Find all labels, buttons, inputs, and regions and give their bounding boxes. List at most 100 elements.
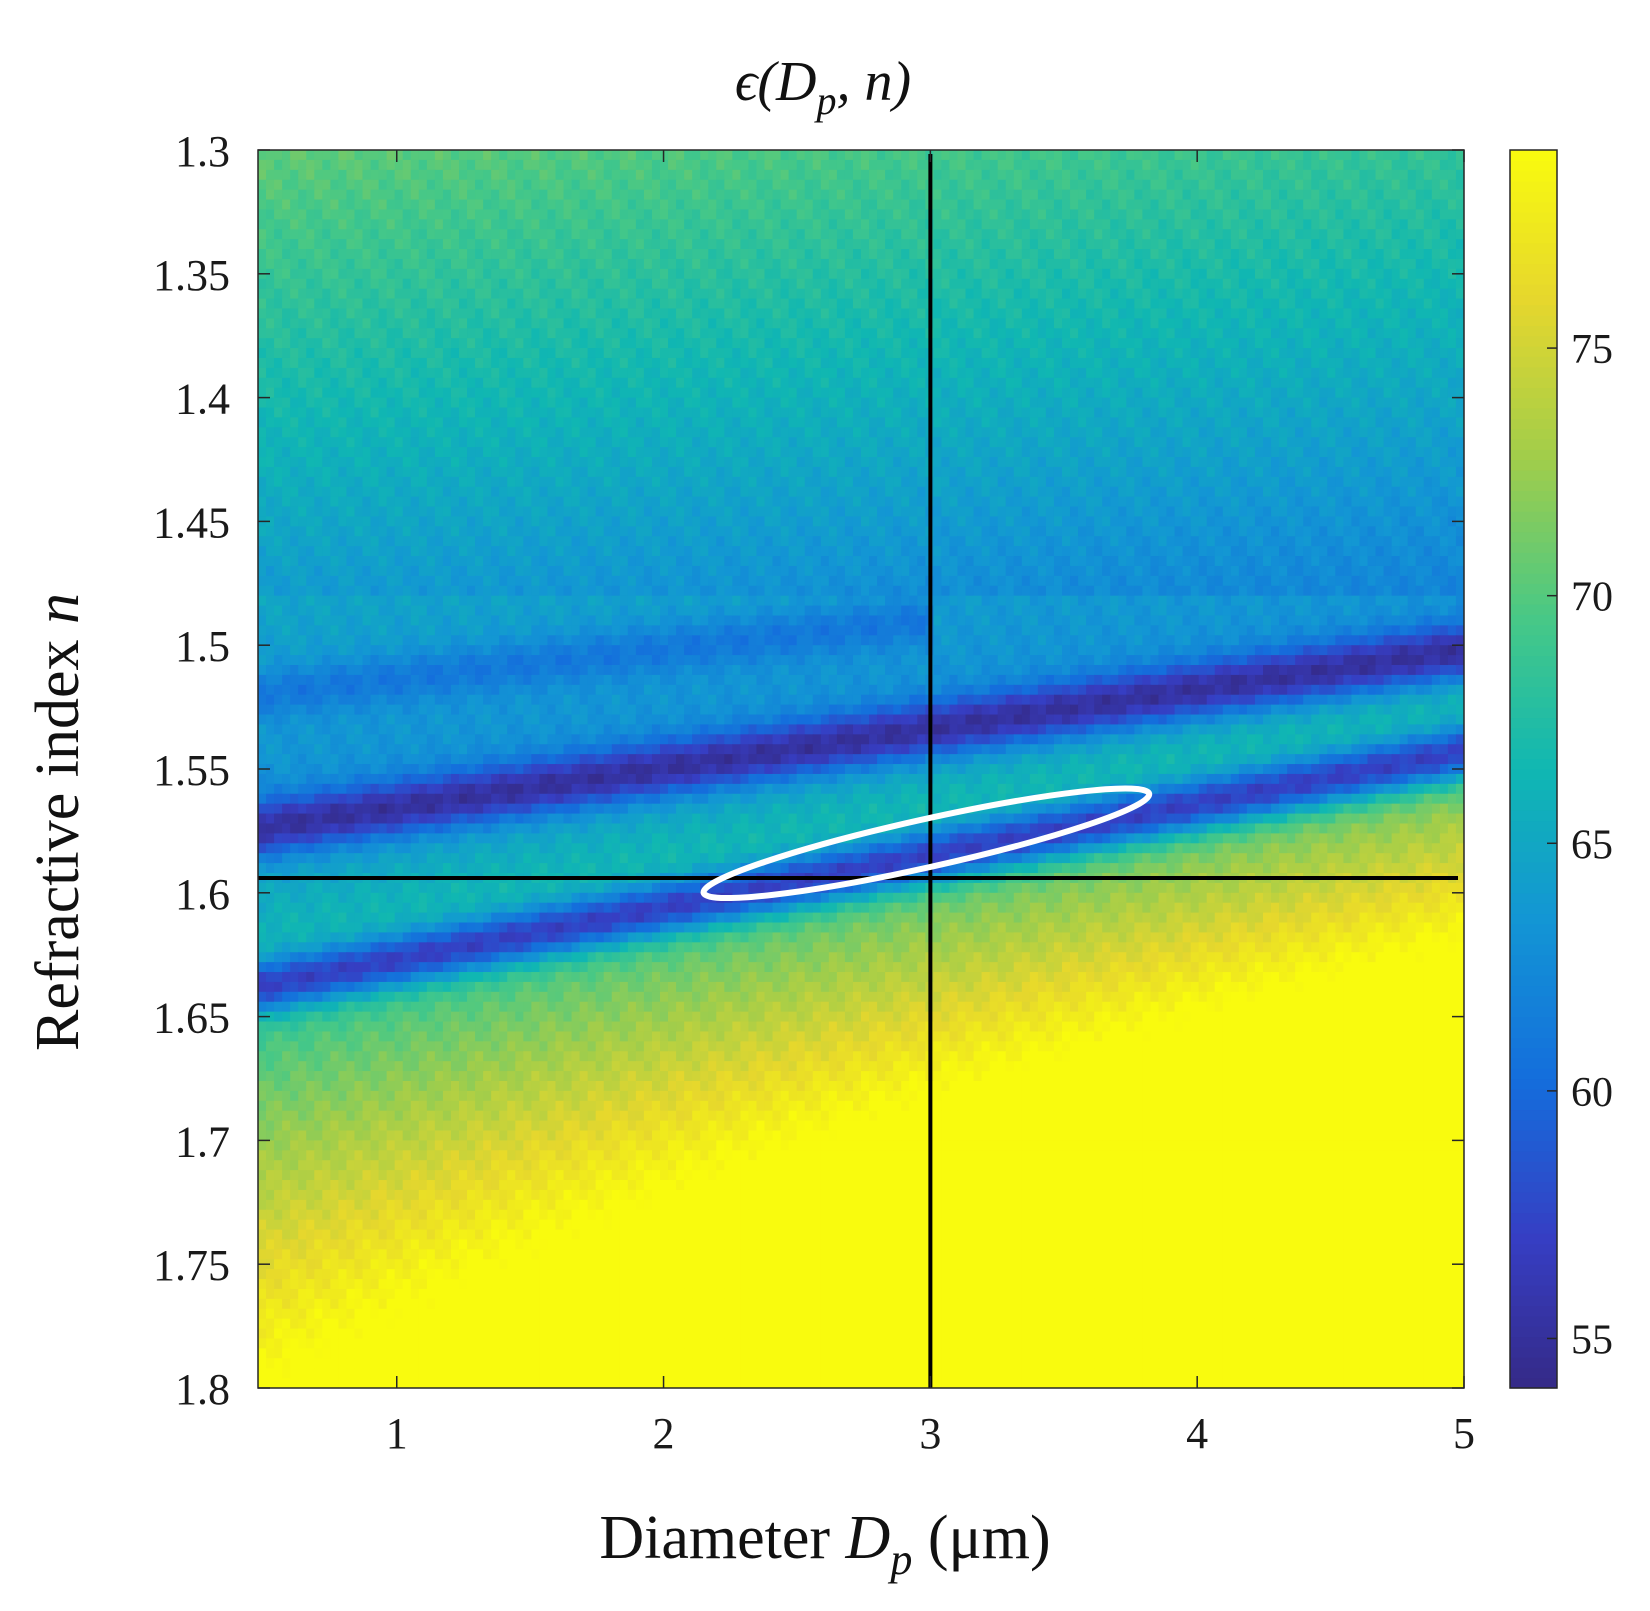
heatmap-cell [507,219,516,230]
heatmap-cell [1167,368,1176,379]
heatmap-cell [1343,368,1352,379]
heatmap-cell [821,239,830,250]
heatmap-cell [893,219,902,230]
heatmap-cell [387,249,396,259]
heatmap-cell [1022,209,1031,220]
heatmap-cell [628,318,637,329]
heatmap-cell [298,328,307,339]
heatmap-cell [395,437,404,448]
heatmap-cell [515,219,524,230]
heatmap-cell [805,180,814,191]
heatmap-cell [443,308,452,319]
heatmap-cell [901,289,910,300]
heatmap-cell [821,358,830,369]
heatmap-cell [644,358,653,369]
heatmap-cell [732,299,741,310]
heatmap-cell [949,398,958,409]
heatmap-cell [765,308,774,319]
heatmap-cell [459,269,468,280]
heatmap-cell [507,200,516,211]
heatmap-cell [395,289,404,300]
heatmap-cell [547,170,556,181]
heatmap-cell [1118,368,1127,379]
heatmap-cell [314,318,323,329]
heatmap-cell [829,378,838,389]
heatmap-cell [789,328,798,339]
heatmap-cell [974,200,983,211]
heatmap-cell [580,308,589,319]
heatmap-cell [1134,308,1143,319]
heatmap-cell [371,338,380,349]
heatmap-cell [322,477,331,488]
heatmap-cell [1279,229,1288,240]
heatmap-cell [1142,269,1151,280]
heatmap-cell [1231,427,1240,438]
heatmap-cell [708,150,717,161]
heatmap-cell [861,378,870,389]
heatmap-cell [1231,417,1240,428]
heatmap-cell [1351,437,1360,448]
heatmap-cell [909,229,918,240]
heatmap-cell [652,190,661,201]
heatmap-cell [805,398,814,409]
heatmap-cell [531,318,540,329]
heatmap-cell [1158,180,1167,191]
heatmap-cell [427,170,436,181]
heatmap-cell [990,269,999,280]
heatmap-cell [813,289,822,300]
heatmap-cell [990,180,999,191]
heatmap-cell [869,299,878,310]
heatmap-cell [1327,417,1336,428]
heatmap-cell [1408,279,1417,290]
heatmap-cell [1191,467,1200,478]
heatmap-cell [668,388,677,399]
heatmap-cell [1440,408,1449,419]
heatmap-cell [467,457,476,468]
heatmap-cell [1054,348,1063,359]
heatmap-cell [435,328,444,339]
heatmap-cell [379,150,388,161]
heatmap-cell [1271,408,1280,419]
heatmap-cell [459,219,468,230]
heatmap-cell [1384,229,1393,240]
heatmap-cell [829,338,838,349]
heatmap-cell [644,170,653,181]
heatmap-cell [258,160,267,171]
heatmap-cell [1038,180,1047,191]
heatmap-cell [1183,170,1192,181]
heatmap-cell [628,457,637,468]
heatmap-cell [1150,308,1159,319]
heatmap-cell [885,160,894,171]
heatmap-cell [1327,200,1336,211]
heatmap-cell [1118,378,1127,389]
heatmap-cell [966,209,975,220]
heatmap-cell [1110,328,1119,339]
heatmap-cell [877,279,886,290]
heatmap-cell [1070,308,1079,319]
heatmap-cell [499,150,508,161]
heatmap-cell [451,417,460,428]
heatmap-cell [274,289,283,300]
heatmap-cell [781,318,790,329]
heatmap-cell [773,417,782,428]
heatmap-cell [1239,249,1248,259]
heatmap-cell [957,170,966,181]
heatmap-cell [1014,219,1023,230]
heatmap-cell [1070,190,1079,201]
heatmap-cell [1175,249,1184,259]
heatmap-cell [604,318,613,329]
heatmap-cell [869,408,878,419]
heatmap-cell [1335,249,1344,259]
heatmap-cell [700,358,709,369]
heatmap-cell [1303,289,1312,300]
heatmap-cell [346,328,355,339]
heatmap-cell [1368,457,1377,468]
heatmap-cell [1311,308,1320,319]
heatmap-cell [1263,249,1272,259]
heatmap-cell [1070,408,1079,419]
heatmap-cell [1343,279,1352,290]
heatmap-cell [1150,437,1159,448]
heatmap-cell [652,328,661,339]
heatmap-cell [1408,378,1417,389]
heatmap-cell [1062,457,1071,468]
